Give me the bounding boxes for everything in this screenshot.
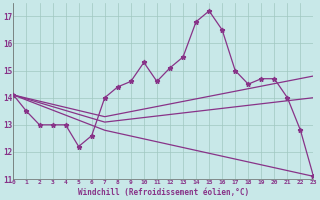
X-axis label: Windchill (Refroidissement éolien,°C): Windchill (Refroidissement éolien,°C) <box>78 188 249 197</box>
